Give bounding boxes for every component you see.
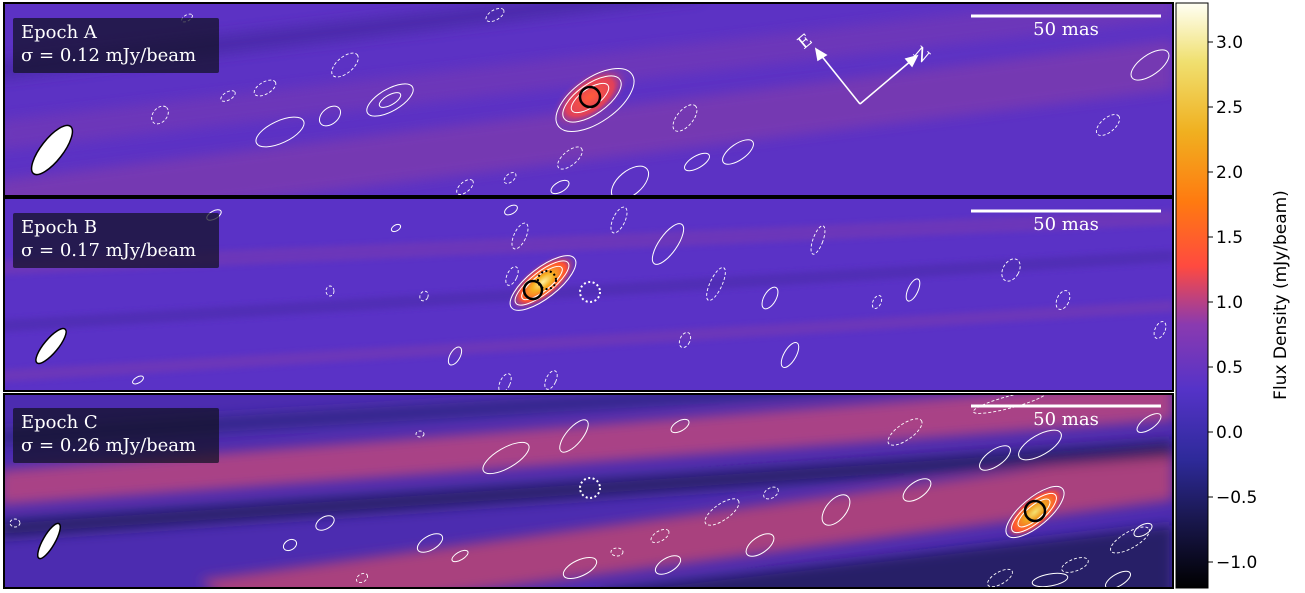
epoch-b-sigma: σ = 0.17 mJy/beam	[21, 240, 196, 261]
epoch-b-label-box: Epoch B σ = 0.17 mJy/beam	[13, 213, 219, 268]
scale-bar-a: 50 mas	[971, 14, 1161, 40]
beam-ellipse	[30, 124, 74, 176]
colorbar-tick-label: −1.0	[1216, 553, 1257, 573]
colorbar: 3.0 2.5 2.0 1.5 1.0 0.5 0.0 −0.5 −1.0 Flux Densi…	[1175, 2, 1291, 589]
source-marker-dotted-black	[537, 270, 557, 290]
colorbar-tick-label: 3.0	[1216, 33, 1243, 53]
epoch-a-label: Epoch A	[21, 22, 98, 43]
scale-bar-a-label: 50 mas	[1033, 19, 1099, 40]
source-marker-dotted	[579, 477, 601, 499]
colorbar-tick-label: 2.0	[1216, 163, 1243, 183]
colorbar-gradient	[1175, 2, 1209, 589]
source-marker-solid	[578, 85, 602, 109]
colorbar-tick-label: 0.5	[1216, 358, 1243, 378]
epoch-c-sigma: σ = 0.26 mJy/beam	[21, 435, 196, 456]
colorbar-tick-label: −0.5	[1216, 488, 1257, 508]
epoch-a-label-box: Epoch A σ = 0.12 mJy/beam	[13, 18, 219, 73]
source-marker-solid	[522, 279, 544, 301]
epoch-b-label: Epoch B	[21, 217, 97, 238]
source-marker-dotted	[579, 281, 601, 303]
beam-ellipse	[36, 522, 62, 560]
colorbar-label: Flux Density (mJy/beam)	[1271, 190, 1291, 400]
epoch-a-sigma: σ = 0.12 mJy/beam	[21, 45, 196, 66]
scale-bar-c: 50 mas	[971, 404, 1161, 430]
epoch-c-label: Epoch C	[21, 412, 98, 433]
colorbar-tick-label: 1.0	[1216, 293, 1243, 313]
source-marker-solid	[1023, 499, 1047, 523]
colorbar-tick-label: 0.0	[1216, 423, 1243, 443]
scale-bar-b: 50 mas	[971, 209, 1161, 235]
panel-epoch-a: Epoch A σ = 0.12 mJy/beam 50 mas E N	[4, 3, 1173, 196]
colorbar-ticks: 3.0 2.5 2.0 1.5 1.0 0.5 0.0 −0.5 −1.0	[1208, 33, 1257, 573]
colorbar-tick-label: 1.5	[1216, 228, 1243, 248]
beam-ellipse	[35, 327, 67, 365]
colorbar-tick-label: 2.5	[1216, 98, 1243, 118]
panel-epoch-b: Epoch B σ = 0.17 mJy/beam 50 mas	[4, 198, 1173, 391]
panel-epoch-c: Epoch C σ = 0.26 mJy/beam 50 mas	[4, 394, 1173, 588]
scale-bar-c-label: 50 mas	[1033, 409, 1099, 430]
epoch-c-label-box: Epoch C σ = 0.26 mJy/beam	[13, 408, 219, 463]
scale-bar-b-label: 50 mas	[1033, 214, 1099, 235]
